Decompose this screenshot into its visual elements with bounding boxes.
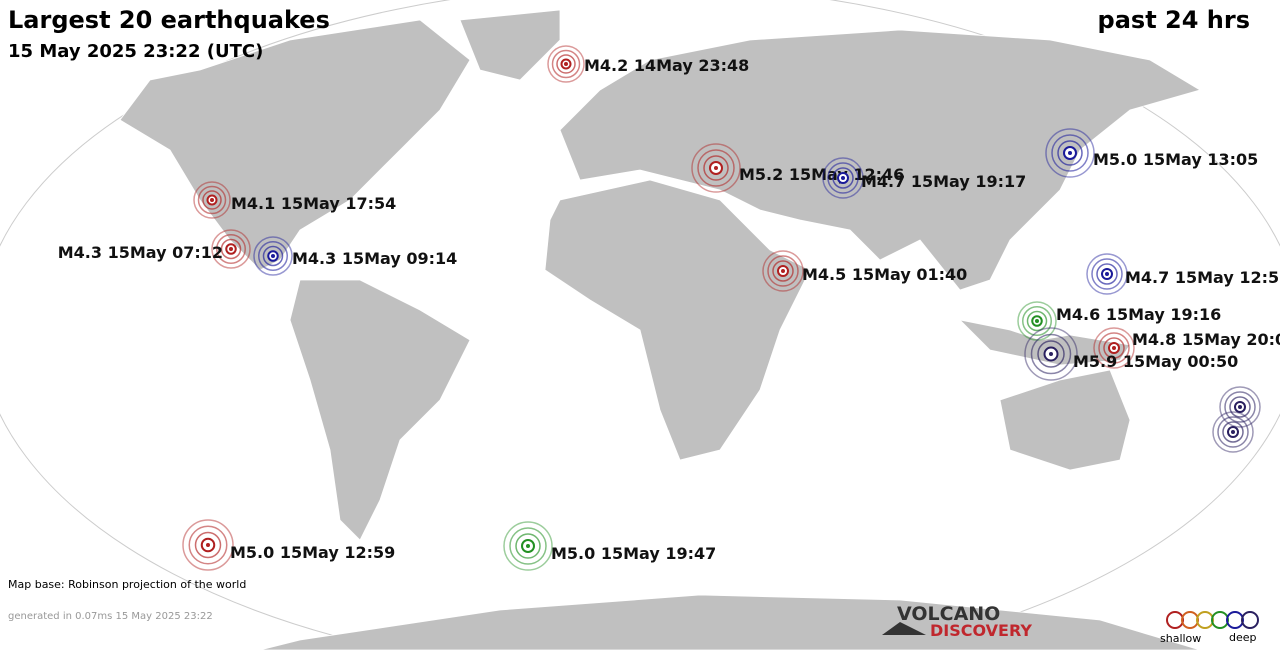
quake-center — [206, 543, 210, 547]
quake-ring — [1026, 310, 1048, 332]
quake-ring — [1051, 134, 1089, 172]
quake-ring — [515, 533, 541, 559]
quake-center — [564, 62, 568, 66]
quake-label: M4.3 15May 07:12 — [58, 243, 223, 262]
quake-label: M4.3 15May 09:14 — [292, 249, 457, 268]
quake-center — [1049, 352, 1053, 356]
quake-ring — [262, 245, 284, 267]
quake-center — [271, 254, 275, 258]
quake-center — [210, 198, 214, 202]
quake-center — [1231, 430, 1235, 434]
quake-ring — [691, 143, 741, 193]
quake-label: M5.0 15May 19:47 — [551, 544, 716, 563]
quake-center — [841, 176, 845, 180]
quake-ring — [1086, 253, 1128, 295]
quake-label: M5.0 15May 12:59 — [230, 543, 395, 562]
quake-ring — [1091, 258, 1123, 290]
quake-ring — [556, 54, 576, 74]
quake-ring — [827, 162, 859, 194]
quake-label: M4.1 15May 17:54 — [231, 194, 396, 213]
quake-ring — [1224, 391, 1256, 423]
quake-ring — [762, 250, 804, 292]
title: Largest 20 earthquakes — [8, 6, 330, 34]
period: past 24 hrs — [1098, 6, 1250, 34]
legend-rings — [1166, 611, 1259, 629]
quake-ring — [1096, 263, 1118, 285]
quake-ring — [1037, 340, 1065, 368]
quake-ring — [216, 234, 246, 264]
quake-ring — [1098, 332, 1130, 364]
quake-ring — [194, 531, 222, 559]
quake-ring — [202, 190, 222, 210]
quake-label: M5.2 15May 12:46 — [739, 165, 904, 184]
quake-ring — [1030, 333, 1072, 375]
quake-ring — [197, 185, 227, 215]
quake-ring — [503, 521, 553, 571]
quake-ring — [253, 236, 293, 276]
quake-label: M5.0 15May 13:05 — [1093, 150, 1258, 169]
quake-ring — [193, 181, 231, 219]
quake-center — [1238, 405, 1242, 409]
quake-label: M5.9 15May 00:50 — [1073, 352, 1238, 371]
quake-ring — [1229, 396, 1251, 418]
quake-ring — [220, 238, 242, 260]
logo-line1: VOLCANO — [897, 603, 1000, 625]
quake-ring — [1219, 386, 1261, 428]
quake-ring — [258, 241, 288, 271]
map-base: Map base: Robinson projection of the wor… — [8, 578, 246, 591]
quake-ring — [822, 157, 864, 199]
quake-label: M4.7 15May 12:51 — [1125, 268, 1280, 287]
quake-center — [1105, 272, 1109, 276]
quake-center — [781, 269, 785, 273]
quake-ring — [188, 525, 228, 565]
logo-icon — [882, 622, 926, 635]
quake-ring — [767, 255, 799, 287]
quake-ring — [1222, 421, 1244, 443]
quake-ring — [509, 527, 547, 565]
quake-label: M4.7 15May 19:17 — [861, 172, 1026, 191]
quake-ring — [1024, 327, 1078, 381]
quake-ring — [1045, 128, 1095, 178]
quake-label: M4.6 15May 19:16 — [1056, 305, 1221, 324]
quake-ring — [1212, 411, 1254, 453]
quake-ring — [182, 519, 234, 571]
legend-shallow: shallow — [1160, 632, 1201, 645]
quake-ring — [1103, 337, 1125, 359]
quake-center — [526, 544, 530, 548]
quake-center — [714, 166, 718, 170]
quake-ring — [832, 167, 854, 189]
quake-ring — [697, 149, 735, 187]
subtitle: 15 May 2025 23:22 (UTC) — [8, 41, 263, 62]
quake-label: M4.5 15May 01:40 — [802, 265, 967, 284]
quake-center — [1112, 346, 1116, 350]
legend-deep: deep — [1229, 631, 1257, 644]
quake-ring — [551, 49, 581, 79]
quake-ring — [547, 45, 585, 83]
quake-label: M4.2 14May 23:48 — [584, 56, 749, 75]
quake-center — [1068, 151, 1072, 155]
logo-line2: DISCOVERY — [930, 621, 1032, 640]
quake-label: M4.8 15May 20:00 — [1132, 330, 1280, 349]
generated: generated in 0.07ms 15 May 2025 23:22 — [8, 611, 213, 622]
quake-ring — [1022, 306, 1052, 336]
quake-ring — [772, 260, 794, 282]
quake-center — [1035, 319, 1039, 323]
quake-ring — [211, 229, 251, 269]
quake-ring — [1057, 140, 1083, 166]
quake-ring — [1093, 327, 1135, 369]
quake-center — [229, 247, 233, 251]
quake-ring — [703, 155, 729, 181]
quake-ring — [1217, 416, 1249, 448]
